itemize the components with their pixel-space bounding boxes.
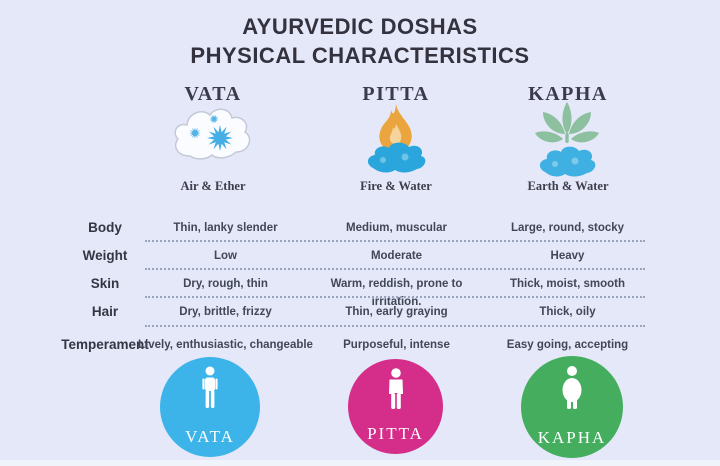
row-label: Hair <box>91 304 119 319</box>
title-line-2: PHYSICAL CHARACTERISTICS <box>190 43 530 68</box>
pitta-badge-label: PITTA <box>367 424 424 443</box>
flame-water-icon <box>363 102 427 181</box>
weight-kapha: Heavy <box>550 250 585 262</box>
weight-pitta: Moderate <box>370 250 423 262</box>
element-label-pitta: Fire & Water <box>360 179 432 193</box>
table-row-skin: Skin Dry, rough, thin Warm, reddish, pro… <box>0 275 720 308</box>
table-row-body: Body Thin, lanky slender Medium, muscula… <box>0 219 720 237</box>
row-separator <box>145 268 645 270</box>
element-label-vata: Air & Ether <box>180 179 246 193</box>
cloud-snowflakes-icon <box>168 102 258 171</box>
skin-pitta: Warm, reddish, prone to irritation. <box>330 278 463 308</box>
medium-person-icon <box>388 368 403 409</box>
skin-vata: Dry, rough, thin <box>183 278 268 290</box>
vata-badge: VATA <box>160 357 260 457</box>
row-separator <box>145 325 645 327</box>
weight-vata: Low <box>214 250 237 262</box>
column-header-pitta: PITTA <box>362 83 430 105</box>
bottom-edge-strip <box>0 460 720 466</box>
page-title: AYURVEDIC DOSHAS PHYSICAL CHARACTERISTIC… <box>0 12 720 70</box>
row-label: Body <box>88 220 122 235</box>
body-kapha: Large, round, stocky <box>510 222 625 234</box>
temperament-kapha: Easy going, accepting <box>506 339 629 351</box>
thin-person-icon <box>202 366 218 408</box>
temperament-vata: Lively, enthusiastic, changeable <box>138 339 313 351</box>
temperament-pitta: Purposeful, intense <box>343 339 450 351</box>
skin-kapha: Thick, moist, smooth <box>509 278 625 290</box>
vata-badge-label: VATA <box>185 427 235 446</box>
row-label: Temperament <box>61 337 149 352</box>
kapha-badge-label: KAPHA <box>537 428 607 447</box>
table-row-weight: Weight Low Moderate Heavy <box>0 247 720 265</box>
row-separator <box>145 240 645 242</box>
pitta-badge: PITTA <box>348 359 443 454</box>
hair-vata: Dry, brittle, frizzy <box>179 306 272 318</box>
body-vata: Thin, lanky slender <box>173 222 278 234</box>
plant-water-icon <box>529 100 605 185</box>
hair-kapha: Thick, oily <box>539 306 596 318</box>
row-separator <box>145 296 645 298</box>
table-row-hair: Hair Dry, brittle, frizzy Thin, early gr… <box>0 303 720 321</box>
row-label: Skin <box>90 276 120 291</box>
kapha-badge: KAPHA <box>521 356 623 458</box>
row-label: Weight <box>82 248 128 263</box>
table-row-temperament: Temperament Lively, enthusiastic, change… <box>0 336 720 354</box>
column-header-kapha: KAPHA <box>528 83 608 105</box>
body-pitta: Medium, muscular <box>346 222 447 234</box>
hair-pitta: Thin, early graying <box>345 306 448 318</box>
title-line-1: AYURVEDIC DOSHAS <box>242 14 478 39</box>
element-label-kapha: Earth & Water <box>527 179 609 193</box>
column-header-vata: VATA <box>184 83 242 105</box>
large-person-icon <box>562 366 582 409</box>
